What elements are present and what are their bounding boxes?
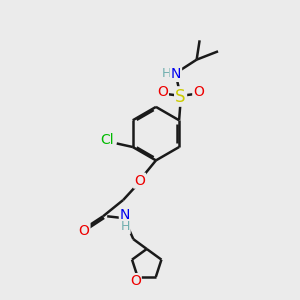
Text: O: O (157, 85, 168, 99)
Text: H: H (162, 68, 172, 80)
Text: H: H (120, 220, 130, 233)
Text: N: N (120, 208, 130, 222)
Text: Cl: Cl (100, 133, 114, 147)
Text: O: O (130, 274, 141, 288)
Text: O: O (193, 85, 204, 99)
Text: S: S (175, 88, 186, 106)
Text: N: N (171, 67, 181, 81)
Text: O: O (134, 174, 145, 188)
Text: O: O (79, 224, 89, 238)
